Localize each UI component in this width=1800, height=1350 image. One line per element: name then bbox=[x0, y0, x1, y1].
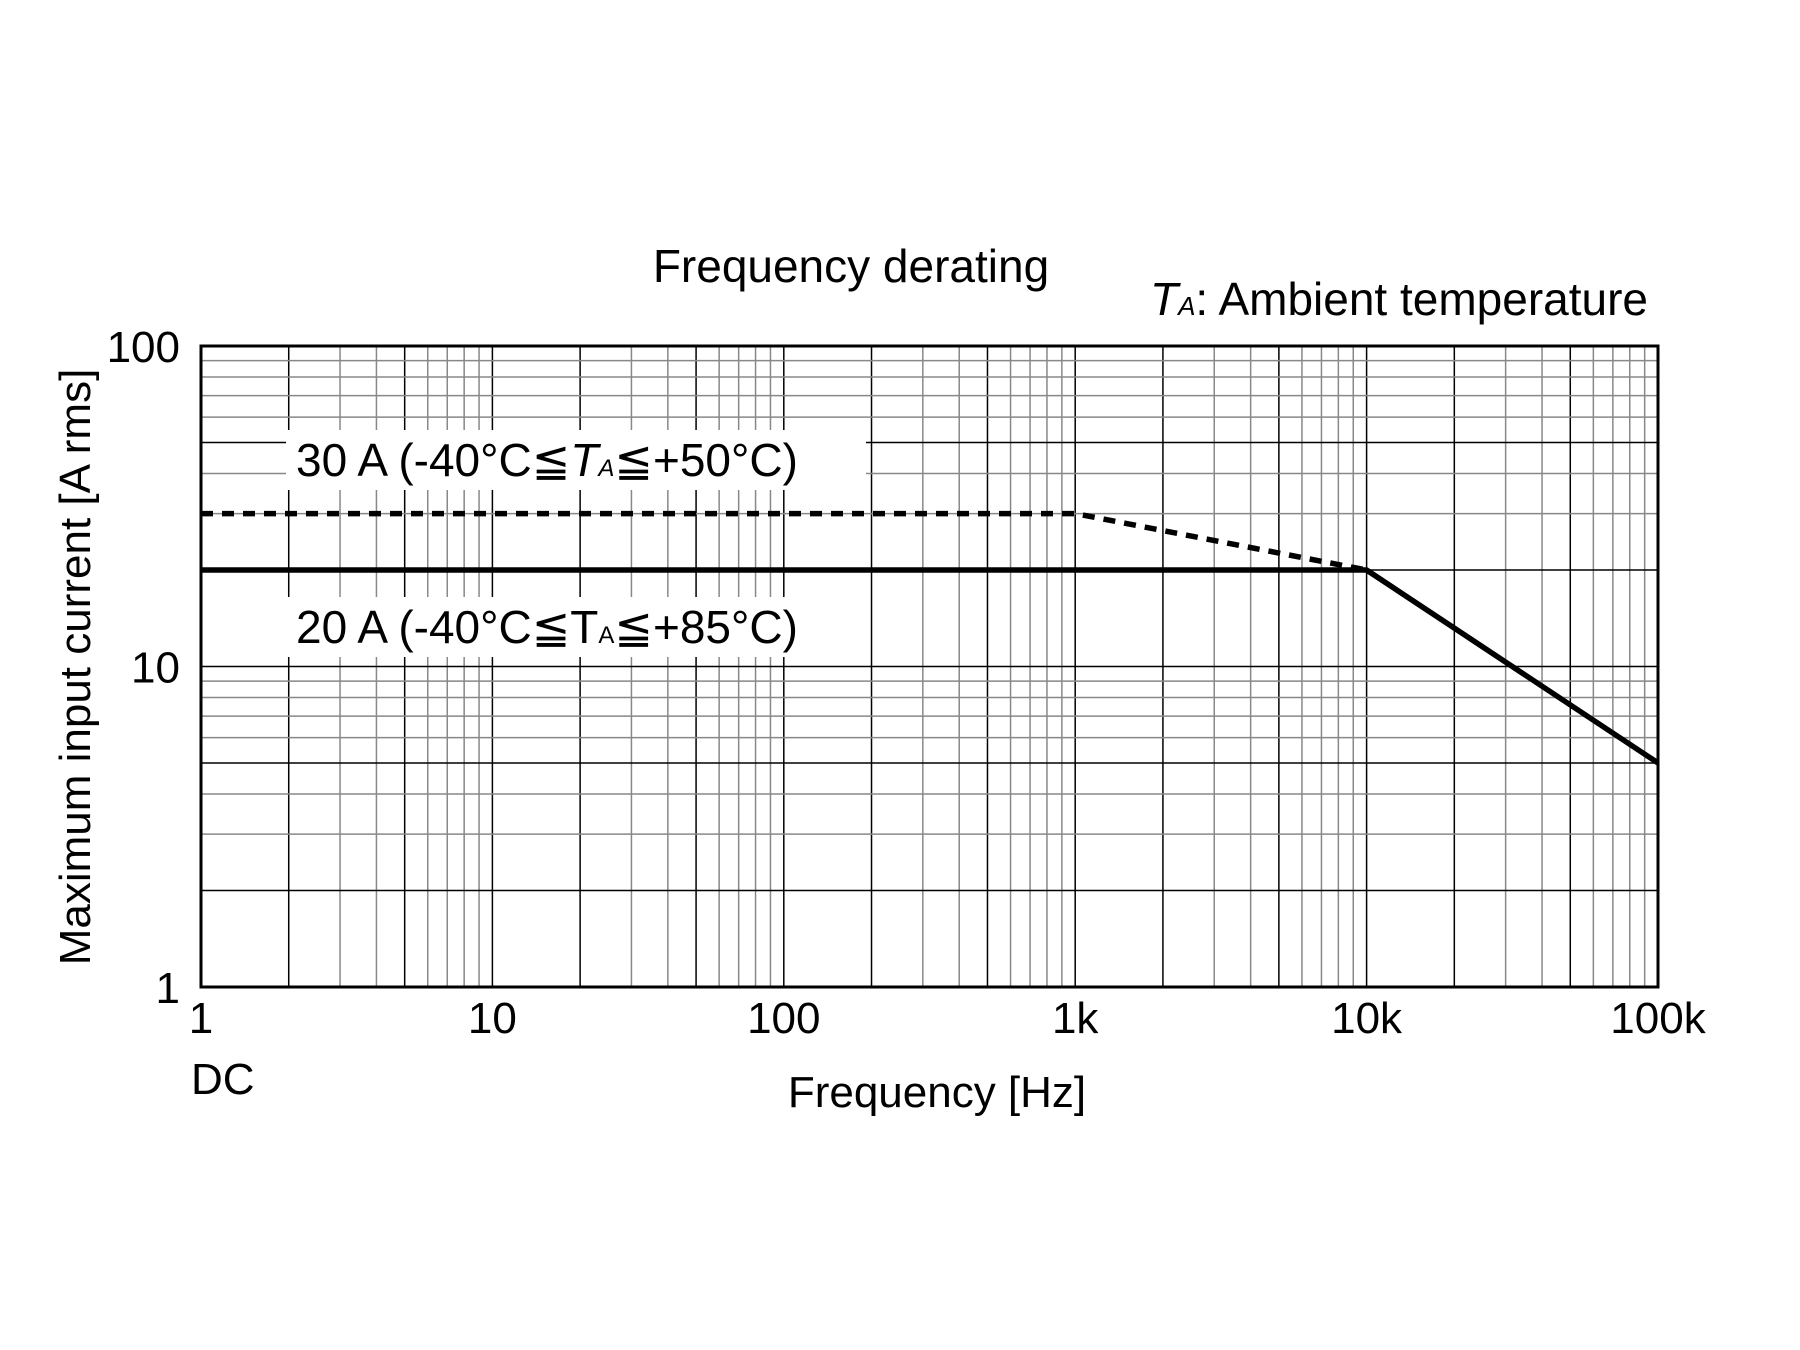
x-dc-label: DC bbox=[191, 1055, 255, 1104]
plot-frame bbox=[199, 344, 1660, 989]
label-text: 20 A (-40°C≦ bbox=[296, 601, 570, 653]
series-line-1 bbox=[201, 510, 1368, 573]
ambient-temperature-note: TA: Ambient temperature bbox=[1150, 273, 1648, 325]
x-axis-label: Frequency [Hz] bbox=[788, 1068, 1086, 1117]
note-symbol: T bbox=[1150, 273, 1181, 325]
series-lines bbox=[201, 510, 1660, 766]
label-symbol: T bbox=[570, 601, 598, 653]
x-tick-label: 100k bbox=[1610, 994, 1706, 1043]
series-label-2: 20 A (-40°C≦TA≦+85°C) bbox=[296, 601, 798, 653]
series-label-background bbox=[286, 597, 866, 657]
label-text: 30 A (-40°C≦ bbox=[296, 434, 570, 486]
y-tick-label: 1 bbox=[156, 964, 180, 1013]
x-tick-label: 100 bbox=[747, 994, 820, 1043]
label-symbol: T bbox=[570, 434, 601, 486]
x-tick-label: 10k bbox=[1331, 994, 1403, 1043]
x-tick-label: 1 bbox=[189, 994, 213, 1043]
label-subscript: A bbox=[596, 455, 614, 482]
note-text: : Ambient temperature bbox=[1195, 273, 1648, 325]
y-axis-label: Maximum input current [A rms] bbox=[51, 369, 100, 966]
note-subscript: A bbox=[1176, 291, 1195, 321]
x-tick-label: 10 bbox=[468, 994, 517, 1043]
y-tick-label: 10 bbox=[131, 644, 180, 693]
series-line-2 bbox=[201, 567, 1660, 766]
label-text: ≦+85°C) bbox=[614, 601, 798, 653]
series-label-1: 30 A (-40°C≦TA≦+50°C) bbox=[296, 434, 798, 486]
series-label-background bbox=[286, 430, 866, 490]
y-tick-label: 100 bbox=[107, 323, 180, 372]
x-tick-label: 1k bbox=[1052, 994, 1099, 1043]
label-subscript: A bbox=[598, 622, 614, 649]
label-text: ≦+50°C) bbox=[614, 434, 798, 486]
chart-title: Frequency derating bbox=[653, 240, 1049, 292]
